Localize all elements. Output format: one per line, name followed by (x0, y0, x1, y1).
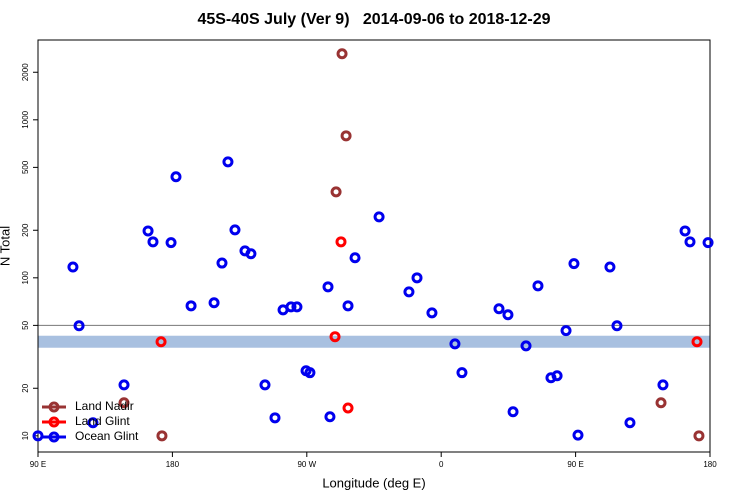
point (165, 237, 177, 249)
point (655, 397, 667, 409)
point (507, 406, 519, 418)
point (329, 331, 341, 343)
point (611, 320, 623, 332)
point (340, 130, 352, 142)
x-tick-label: 180 (166, 460, 180, 469)
legend-marker (48, 416, 60, 428)
point (520, 340, 532, 352)
point (269, 412, 281, 424)
point (342, 402, 354, 414)
y-tick-label: 200 (21, 223, 30, 237)
point (142, 225, 154, 237)
point (291, 301, 303, 313)
point (551, 370, 563, 382)
point (322, 281, 334, 293)
point (156, 430, 168, 442)
point (691, 336, 703, 348)
point (259, 379, 271, 391)
legend-marker (48, 431, 60, 443)
point (403, 286, 415, 298)
y-tick-label: 2000 (21, 63, 30, 81)
point (335, 236, 347, 248)
point (449, 338, 461, 350)
point (624, 417, 636, 429)
point (118, 397, 130, 409)
point (349, 252, 361, 264)
point (155, 336, 167, 348)
point (568, 258, 580, 270)
y-tick-label: 100 (21, 271, 30, 285)
point (532, 280, 544, 292)
point (657, 379, 669, 391)
chart-title: 45S-40S July (Ver 9) 2014-09-06 to 2018-… (197, 11, 550, 28)
point (73, 320, 85, 332)
x-tick-label: 90 E (567, 460, 583, 469)
point (147, 236, 159, 248)
point (411, 272, 423, 284)
y-tick-label: 20 (21, 383, 30, 392)
point (560, 325, 572, 337)
point (285, 301, 297, 313)
point (216, 257, 228, 269)
point (702, 237, 714, 249)
point (342, 300, 354, 312)
point (684, 236, 696, 248)
point (679, 225, 691, 237)
x-tick-label: 90 E (30, 460, 46, 469)
point (456, 367, 468, 379)
point (373, 211, 385, 223)
y-tick-label: 10 (21, 431, 30, 440)
y-tick-label: 500 (21, 160, 30, 174)
point (502, 309, 514, 321)
x-tick-label: 180 (703, 460, 717, 469)
y-tick-label: 1000 (21, 110, 30, 128)
point (426, 307, 438, 319)
y-axis-label: N Total (0, 226, 12, 266)
point (222, 156, 234, 168)
point (118, 379, 130, 391)
y-tick-label: 50 (21, 320, 30, 329)
point (208, 297, 220, 309)
legend-label: Land Nadir (75, 399, 134, 413)
legend-marker (48, 401, 60, 413)
x-tick-label: 0 (439, 460, 444, 469)
legend-label: Ocean Glint (75, 429, 139, 443)
x-tick-label: 90 W (297, 460, 316, 469)
point (604, 261, 616, 273)
point (336, 48, 348, 60)
point (572, 429, 584, 441)
point (87, 417, 99, 429)
point (170, 171, 182, 183)
point (693, 430, 705, 442)
point (493, 303, 505, 315)
band (38, 335, 710, 348)
plot-frame (37, 39, 711, 453)
point (330, 186, 342, 198)
point (304, 367, 316, 379)
point (245, 248, 257, 260)
point (229, 224, 241, 236)
x-axis-label: Longitude (deg E) (322, 475, 425, 490)
legend-label: Land Glint (75, 414, 130, 428)
point (324, 411, 336, 423)
point (67, 261, 79, 273)
point (185, 300, 197, 312)
